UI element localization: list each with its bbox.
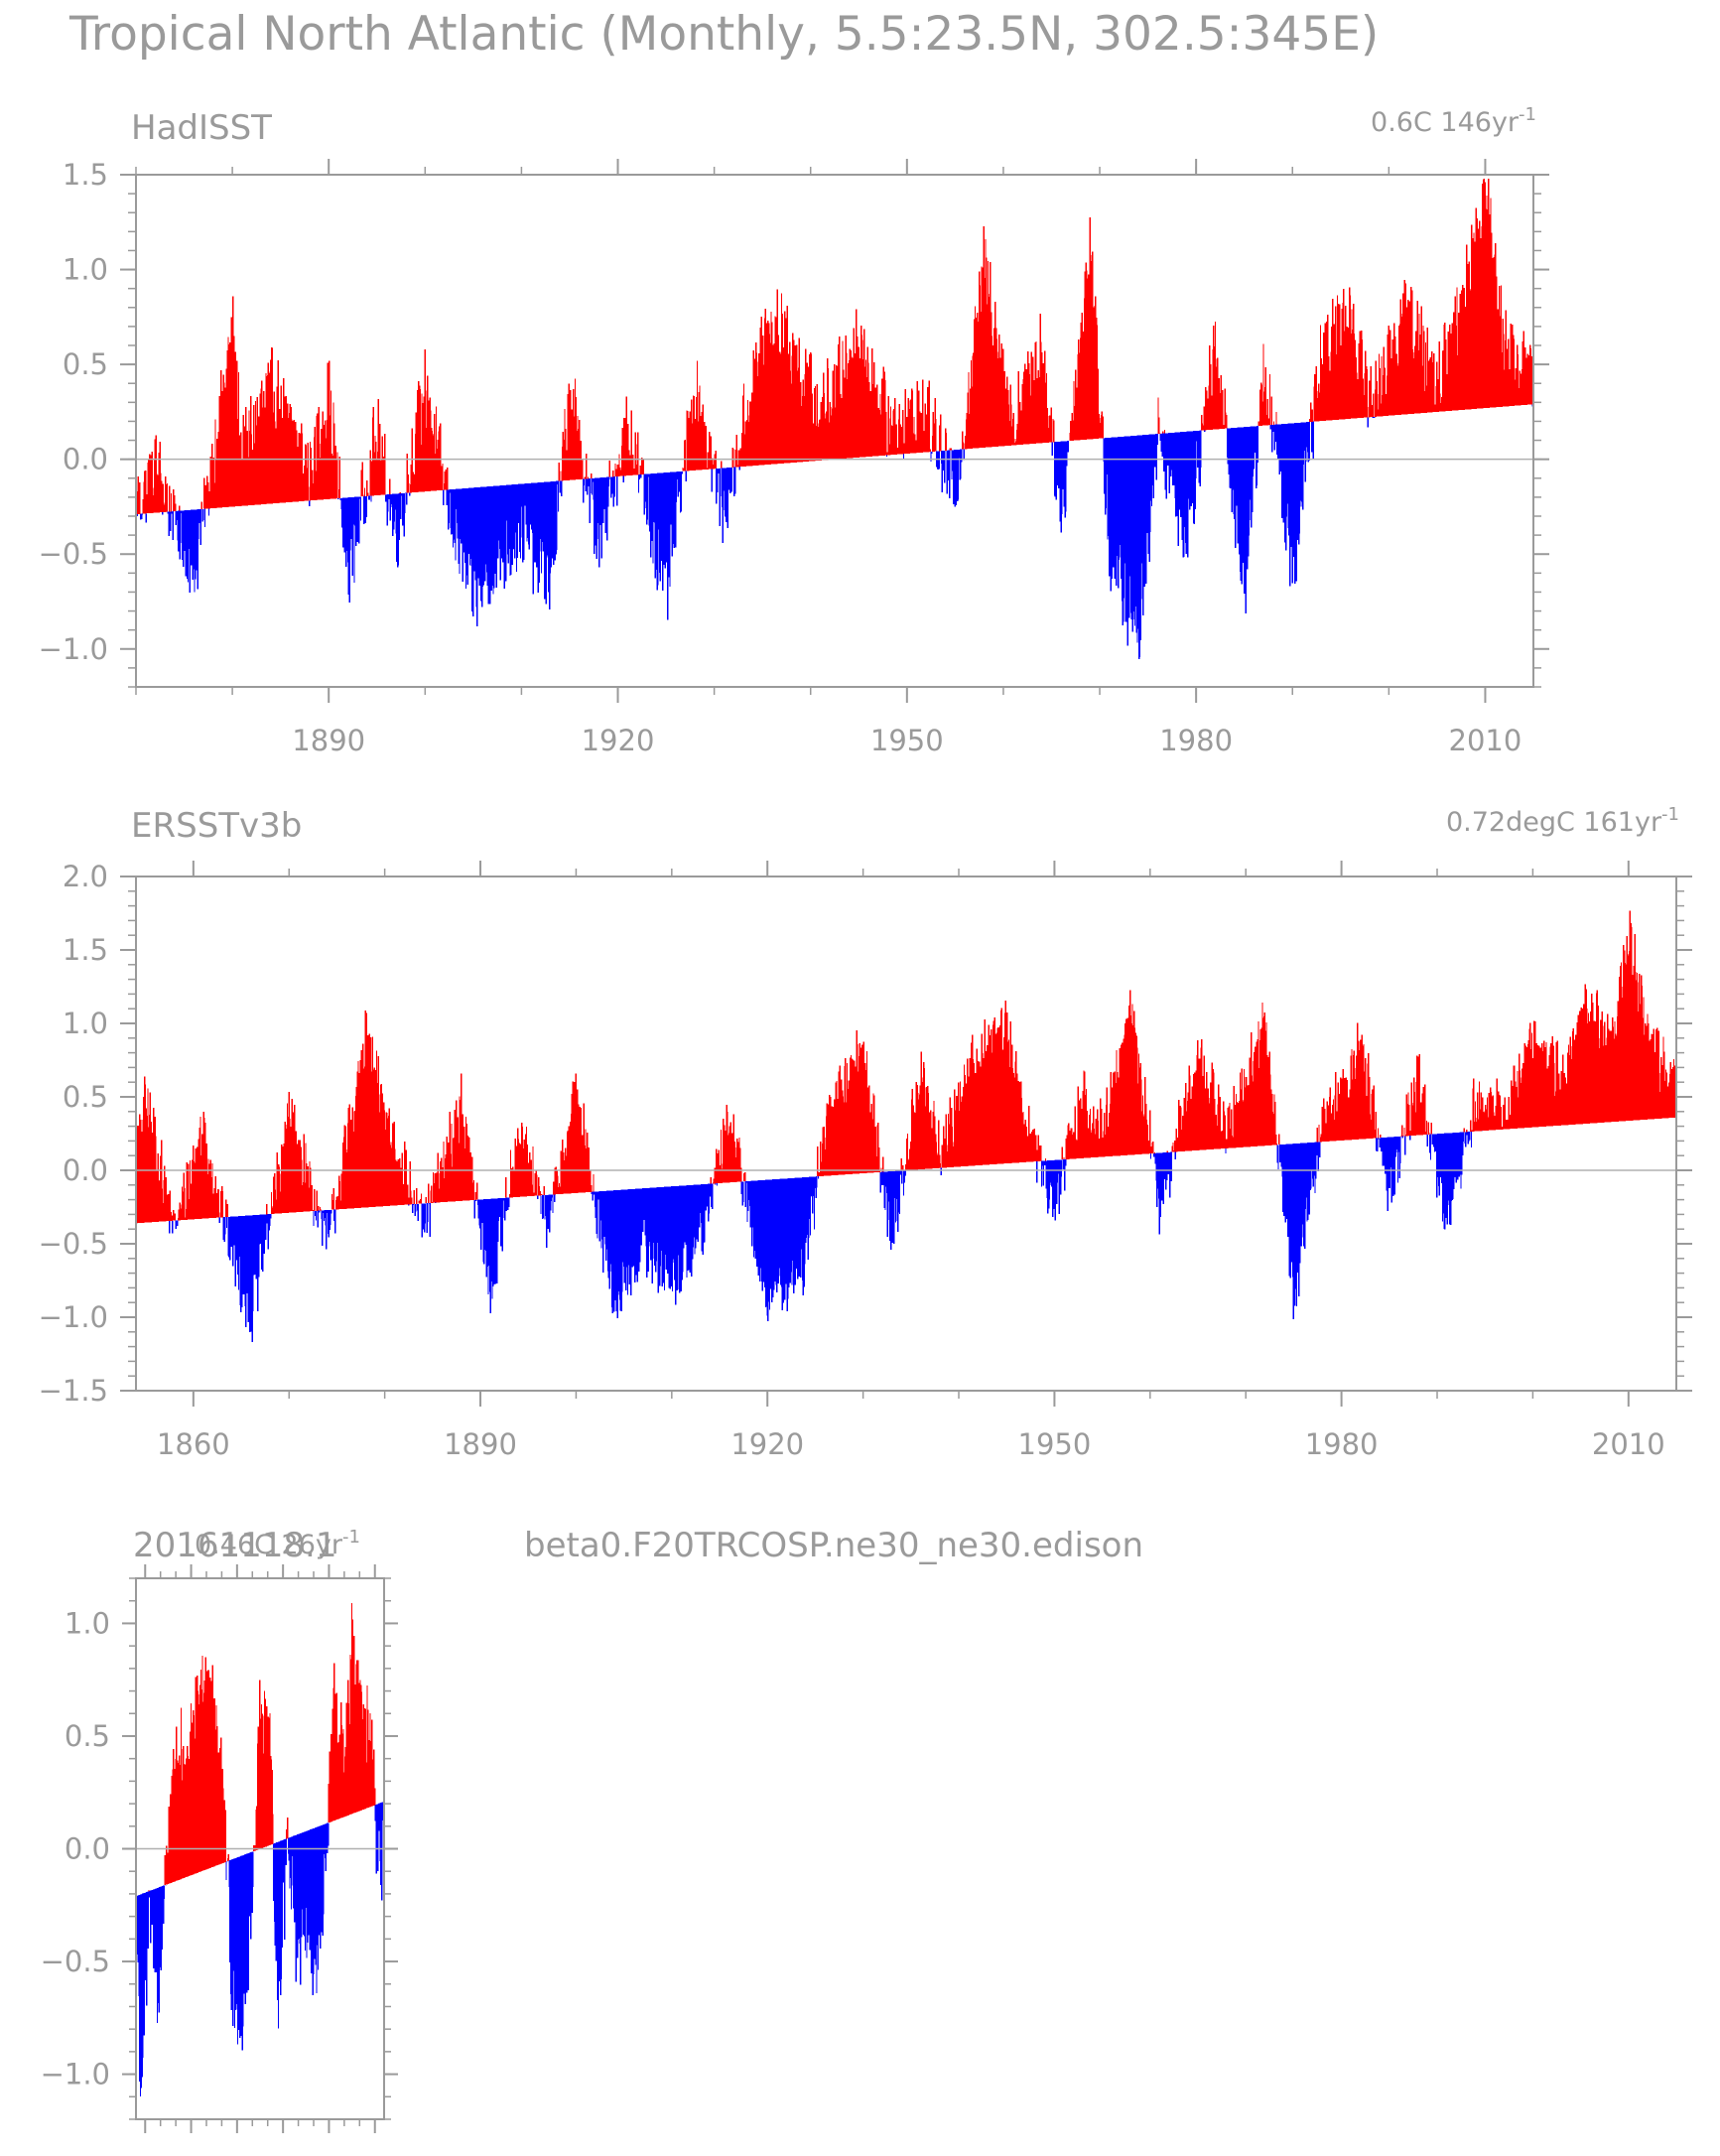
trend-label-value: 0.72degC 161yr — [1446, 807, 1662, 838]
xtick-label: 1950 — [870, 724, 944, 757]
ytick-label: −0.5 — [39, 1227, 108, 1261]
negative-anomaly-bars — [136, 1801, 385, 2096]
xtick-label: 1995 — [293, 2154, 366, 2156]
xtick-label: 1980 — [1305, 1427, 1379, 1461]
panel-title: 20161118.1 — [133, 1526, 337, 1565]
xtick-label: 1920 — [730, 1427, 804, 1461]
ytick-label: 2.0 — [63, 860, 108, 893]
xtick-label: 2010 — [1449, 724, 1522, 757]
panel-subtitle: 0.46C 26yr-1 — [195, 1527, 360, 1560]
ytick-label: 0.5 — [63, 347, 108, 381]
trend-label: 0.72degC 161yr-1 — [1446, 804, 1679, 838]
xtick-label: 1950 — [1018, 1427, 1092, 1461]
figure-title: Tropical North Atlantic (Monthly, 5.5:23… — [68, 7, 1379, 62]
run-name: beta0.F20TRCOSP.ne30_ne30.edison — [524, 1526, 1143, 1565]
xtick-label: 1985 — [200, 2154, 274, 2156]
xtick-label: 1920 — [582, 724, 655, 757]
ytick-label: 1.0 — [63, 253, 108, 287]
ytick-label: −1.0 — [39, 632, 108, 666]
panel-model-run: 20161118.1 0.46C 26yr-1 beta0.F20TRCOSP.… — [41, 1526, 1143, 2156]
ytick-label: −1.0 — [39, 1300, 108, 1334]
ytick-label: 1.0 — [65, 1606, 110, 1640]
trend-label-exponent: -1 — [1519, 104, 1536, 125]
ytick-label: 0.0 — [63, 1153, 108, 1187]
negative-anomaly-bars — [136, 404, 1533, 660]
trend-label-value: 0.6C 146yr — [1371, 107, 1520, 138]
trend-label: 0.6C 146yr-1 — [1371, 104, 1536, 138]
xtick-label: 2010 — [1592, 1427, 1665, 1461]
xtick-label: 1890 — [292, 724, 365, 757]
panel-title: HadISST — [131, 108, 272, 148]
xtick-label: 1990 — [246, 2154, 320, 2156]
subtitle-exponent: -1 — [342, 1527, 360, 1548]
positive-anomaly-bars — [136, 910, 1677, 1224]
xtick-label: 1980 — [1159, 724, 1233, 757]
xtick-label: 2000 — [338, 2154, 412, 2156]
ytick-label: −1.0 — [41, 2058, 110, 2091]
ytick-label: 0.0 — [65, 1832, 110, 1866]
ytick-label: 1.5 — [63, 933, 108, 967]
xtick-label: 1860 — [157, 1427, 230, 1461]
ytick-label: −0.5 — [41, 1945, 110, 1978]
trend-label-exponent: -1 — [1661, 804, 1679, 825]
positive-anomaly-bars — [136, 178, 1534, 515]
ytick-label: 0.5 — [65, 1719, 110, 1753]
ytick-label: 1.5 — [63, 158, 108, 192]
ytick-label: 1.0 — [63, 1007, 108, 1040]
subtitle-value: 0.46C 26yr — [195, 1530, 343, 1560]
ytick-label: −1.5 — [39, 1374, 108, 1408]
ytick-label: 0.0 — [63, 443, 108, 476]
positive-anomaly-bars — [148, 1602, 376, 1892]
plot-frame — [135, 174, 1534, 688]
panel-title: ERSSTv3b — [131, 806, 302, 846]
plot-frame — [135, 876, 1677, 1392]
ytick-label: −0.5 — [39, 537, 108, 571]
panel-ersstv3b: ERSSTv3b 0.72degC 161yr-1 −1.5 −1.0 −0.5 0.… — [39, 804, 1692, 1461]
xtick-label: 1890 — [444, 1427, 517, 1461]
panel-hadisst: HadISST 0.6C 146yr-1 −1.0 −0.5 0.0 0.5 1.0 1.… — [39, 104, 1549, 757]
xtick-label: 1980 — [155, 2154, 228, 2156]
xtick-label: 1975 — [108, 2154, 182, 2156]
ytick-label: 0.5 — [63, 1080, 108, 1114]
